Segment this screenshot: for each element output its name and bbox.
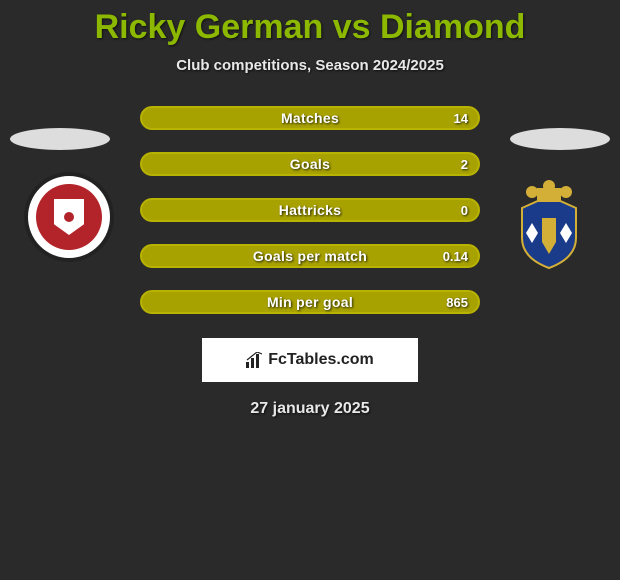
stat-label: Goals — [290, 156, 330, 172]
stat-label: Matches — [281, 110, 339, 126]
stats-container: Matches 14 Goals 2 Hattricks 0 Goals per… — [140, 106, 480, 314]
stat-bar-goals: Goals 2 — [140, 152, 480, 176]
stat-label: Hattricks — [279, 202, 342, 218]
page-subtitle: Club competitions, Season 2024/2025 — [0, 57, 620, 74]
stat-value: 865 — [446, 295, 468, 310]
crest-left-ball-icon — [64, 212, 74, 222]
branding-text: FcTables.com — [268, 351, 374, 369]
crest-right-svg-icon — [502, 178, 596, 272]
stat-value: 0 — [461, 203, 468, 218]
team-crest-right — [502, 178, 596, 272]
stat-bar-matches: Matches 14 — [140, 106, 480, 130]
crest-left-shield-icon — [54, 199, 84, 235]
footer-date: 27 january 2025 — [0, 400, 620, 418]
player-right-shadow — [510, 128, 610, 150]
player-left-shadow — [10, 128, 110, 150]
stat-value: 0.14 — [443, 249, 468, 264]
stat-bar-min-per-goal: Min per goal 865 — [140, 290, 480, 314]
stat-bar-hattricks: Hattricks 0 — [140, 198, 480, 222]
stat-bar-goals-per-match: Goals per match 0.14 — [140, 244, 480, 268]
stat-value: 2 — [461, 157, 468, 172]
team-crest-left — [24, 172, 114, 262]
stat-label: Goals per match — [253, 248, 367, 264]
bar-chart-icon — [246, 352, 264, 368]
stat-value: 14 — [454, 111, 468, 126]
crest-left-inner — [36, 184, 102, 250]
stat-label: Min per goal — [267, 294, 353, 310]
branding-box: FcTables.com — [202, 338, 418, 382]
page-title: Ricky German vs Diamond — [0, 0, 620, 47]
